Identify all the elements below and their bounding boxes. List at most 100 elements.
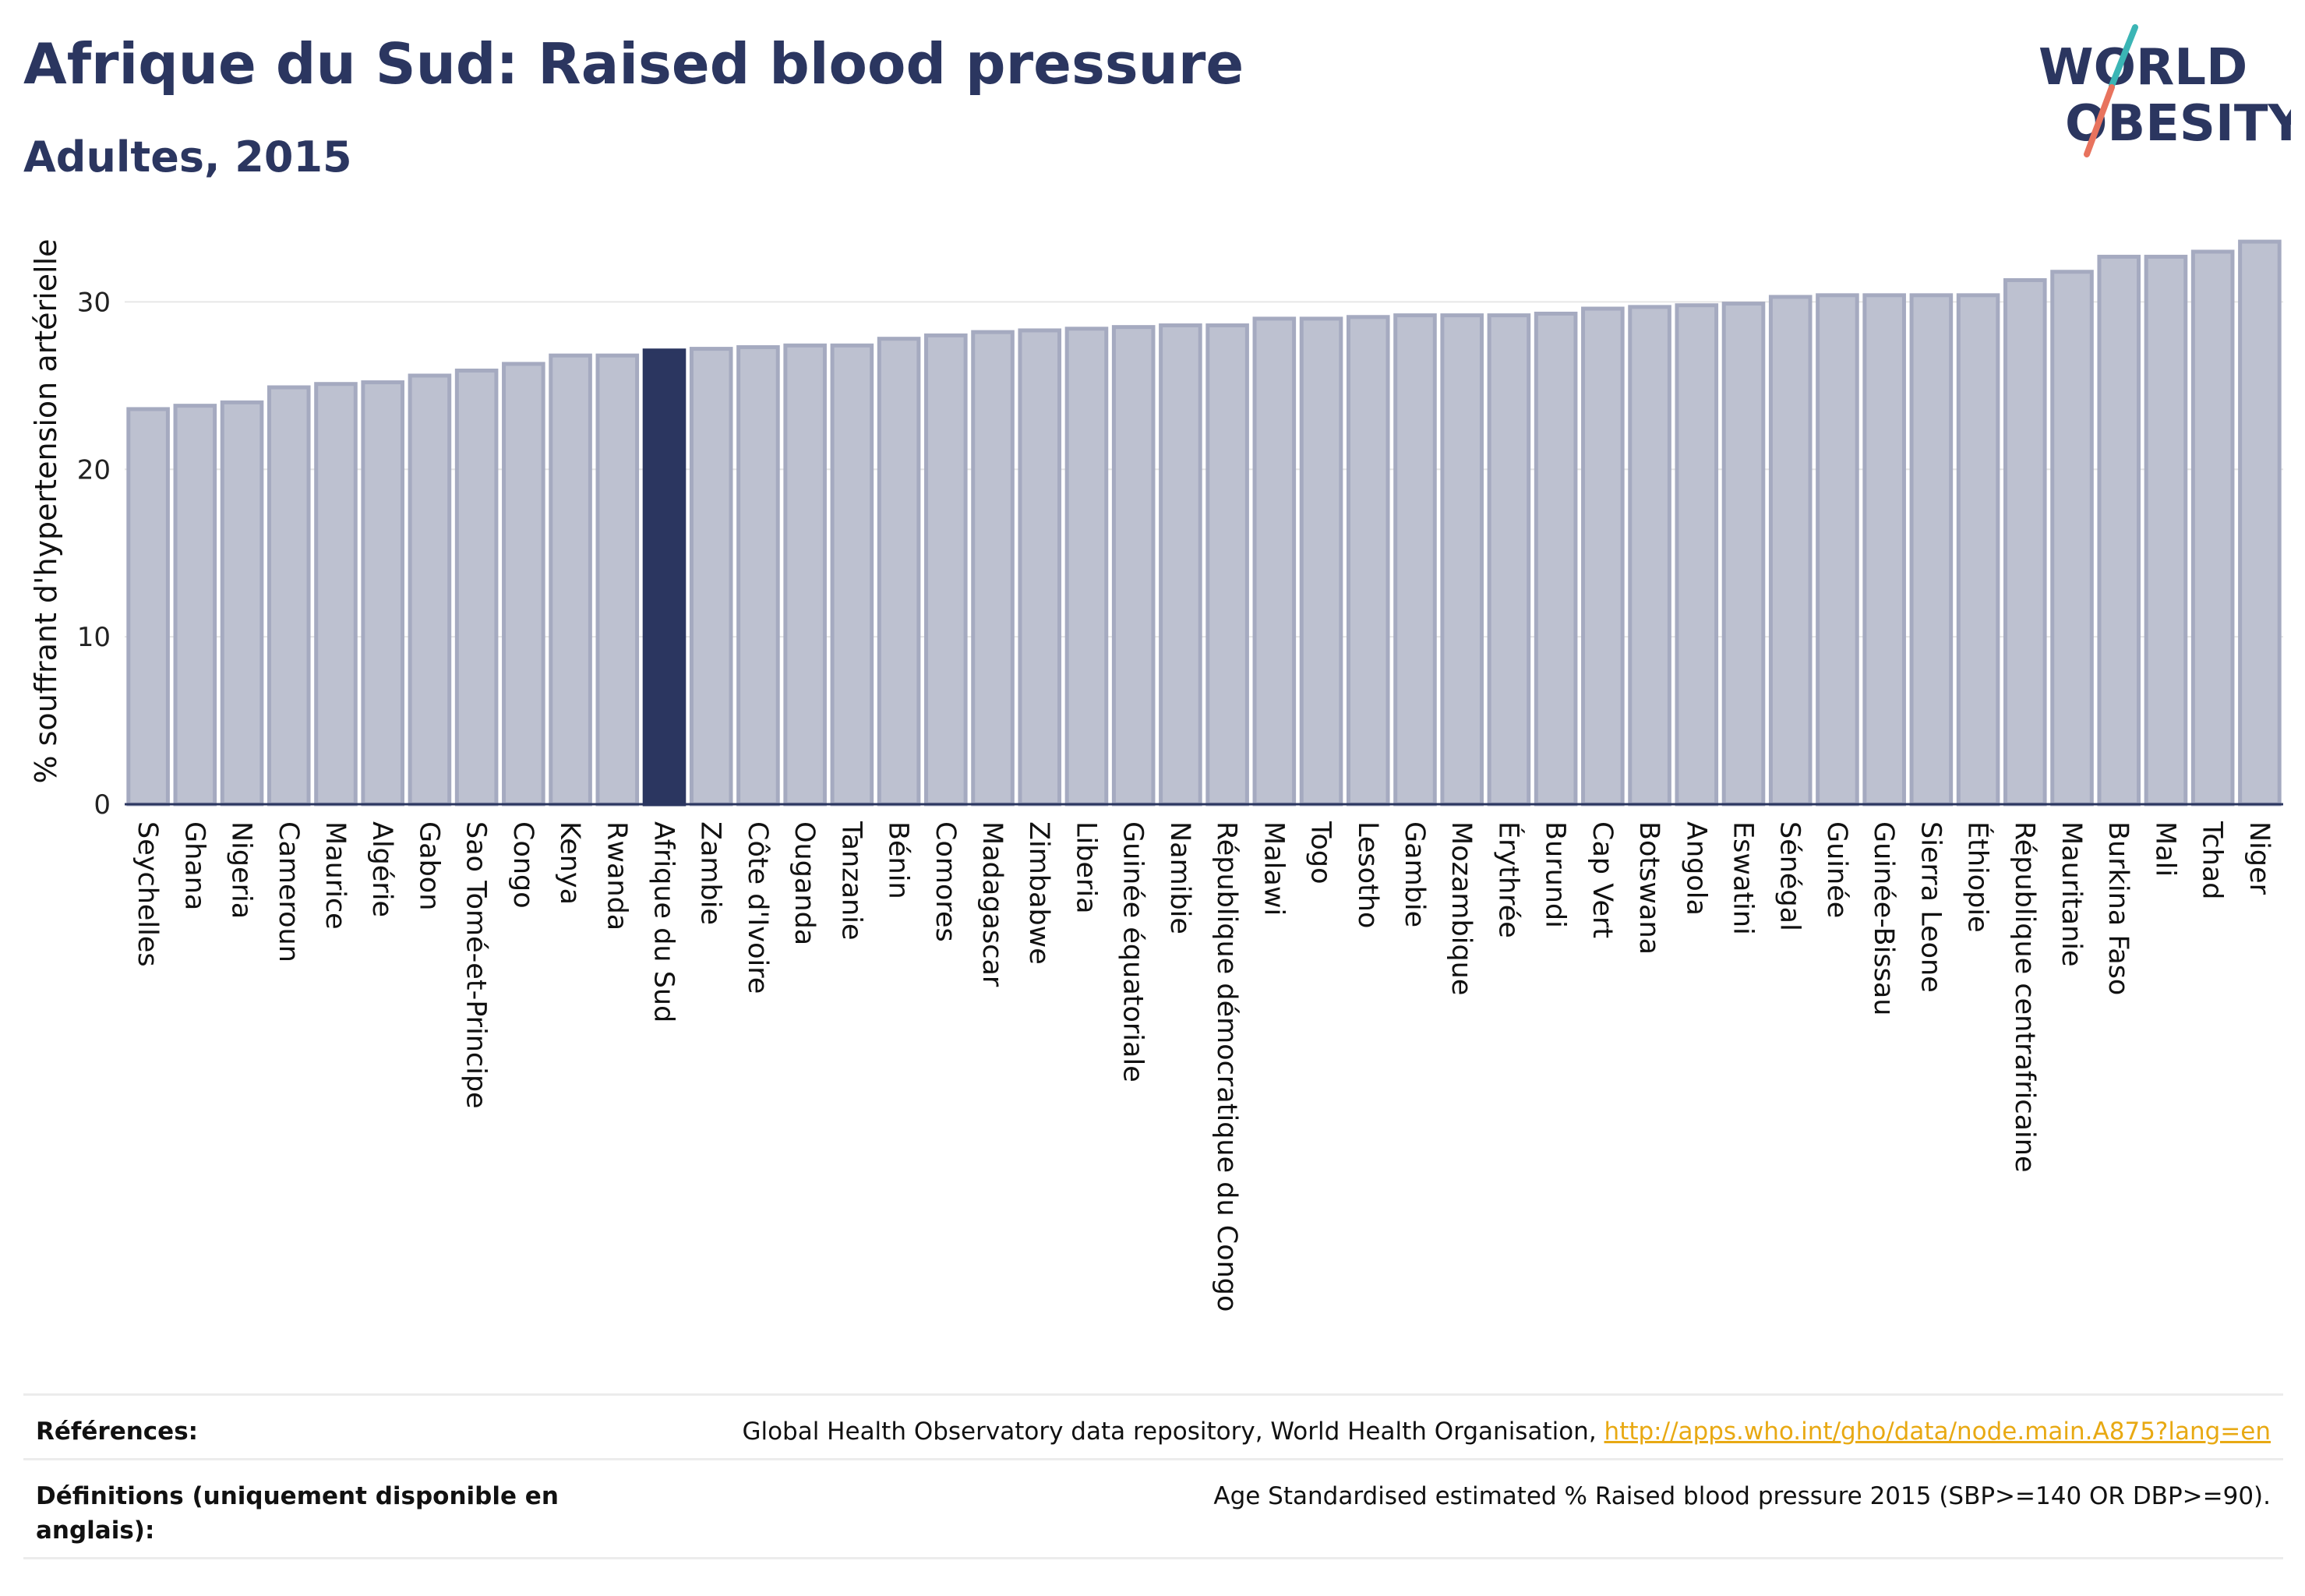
bar-alg-rie <box>361 380 404 807</box>
bar-liberia <box>1064 327 1109 807</box>
x-tick-label: Malawi <box>1258 821 1289 916</box>
tick-labels: 0 10 20 30 Seychelles Ghana Nigeria Cameroun Mau… <box>29 238 2275 1312</box>
bar-angola <box>1675 303 1719 807</box>
references-label: Références: <box>36 1418 199 1446</box>
x-tick-label: Angola <box>1680 821 1711 916</box>
x-tick-label: Côte d'Ivoire <box>742 821 773 994</box>
page-title: Afrique du Sud: Raised blood pressure <box>23 31 1244 97</box>
x-tick-label: Mauritanie <box>2056 821 2087 967</box>
x-tick-label: Zambie <box>695 821 726 925</box>
definitions-label: Définitions (uniquement disponible en an… <box>36 1482 559 1545</box>
y-tick-label: 0 <box>94 789 111 821</box>
x-tick-label: Ghana <box>178 821 210 910</box>
x-tick-label: Guinée <box>1821 821 1852 918</box>
bar-guin-e-bissau <box>1862 293 1906 807</box>
bar-niger <box>2238 239 2282 807</box>
bar-kenya <box>549 353 592 807</box>
x-tick-label: Burkina Faso <box>2102 821 2134 995</box>
bar-zambie <box>689 347 733 807</box>
bar-r-publique-d-mocratique-du-congo <box>1205 323 1249 807</box>
x-tick-label: Zimbabwe <box>1023 821 1054 965</box>
bar-mozambique <box>1440 313 1484 807</box>
bar-b-nin <box>877 337 921 807</box>
bar-maurice <box>314 382 358 807</box>
page-subtitle: Adultes, 2015 <box>23 132 352 182</box>
x-tick-label: Sao Tomé-et-Principe <box>461 821 492 1109</box>
bar-guin-e-quatoriale <box>1111 325 1156 807</box>
bar-congo <box>502 362 545 807</box>
bar-nigeria <box>220 400 264 807</box>
references-value: Global Health Observatory data repositor… <box>742 1414 2271 1449</box>
y-tick-label: 30 <box>77 287 111 318</box>
y-axis-label: % souffrant d'hypertension artérielle <box>29 238 63 783</box>
x-tick-label: Eswatini <box>1728 821 1759 935</box>
bar-ouganda <box>783 343 827 807</box>
bar-ghana <box>173 404 217 807</box>
x-tick-label: République démocratique du Congo <box>1211 821 1242 1312</box>
bar--thiopie <box>1956 293 2000 807</box>
bar-burkina-faso <box>2097 254 2141 807</box>
bar-mali <box>2144 254 2188 807</box>
references-row: Références: Global Health Observatory da… <box>23 1393 2283 1458</box>
x-tick-label: République centrafricaine <box>2009 821 2040 1173</box>
x-tick-label: Bénin <box>883 821 914 899</box>
bar-cap-vert <box>1581 306 1625 807</box>
y-tick-label: 20 <box>77 454 111 486</box>
x-tick-label: Rwanda <box>601 821 632 930</box>
x-tick-label: Botswana <box>1633 821 1664 955</box>
bar-tanzanie <box>830 343 874 807</box>
x-tick-label: Mali <box>2149 821 2180 877</box>
x-tick-label: Éthiopie <box>1962 821 1995 933</box>
x-tick-label: Togo <box>1305 821 1336 884</box>
x-tick-label: Sierra Leone <box>1915 821 1946 993</box>
x-tick-label: Comores <box>930 821 961 942</box>
footer-table: Références: Global Health Observatory da… <box>23 1393 2283 1559</box>
bar-r-publique-centrafricaine <box>2003 277 2047 807</box>
bar-afrique-du-sud <box>642 348 687 807</box>
references-text: Global Health Observatory data repositor… <box>742 1418 1597 1446</box>
bar-tchad <box>2190 249 2235 807</box>
bar-gambie <box>1393 313 1437 807</box>
x-tick-label: Gabon <box>413 821 444 910</box>
bar-seychelles <box>126 407 170 807</box>
x-tick-label: Congo <box>507 821 538 909</box>
bar-togo <box>1299 316 1343 807</box>
x-tick-label: Tchad <box>2197 821 2228 900</box>
x-tick-label: Kenya <box>554 821 585 905</box>
x-tick-label: Nigeria <box>226 821 257 919</box>
definitions-text: Age Standardised estimated % Raised bloo… <box>1213 1482 2271 1510</box>
bar-mauritanie <box>2050 270 2094 807</box>
bar-c-te-d-ivoire <box>736 344 780 807</box>
bar-cameroun <box>267 385 311 807</box>
x-tick-label: Burundi <box>1540 821 1571 928</box>
x-tick-label: Sénégal <box>1774 821 1806 931</box>
x-tick-label: Seychelles <box>132 821 163 967</box>
bar-sao-tom-et-principe <box>454 369 499 807</box>
bar-eswatini <box>1721 302 1766 807</box>
bar-namibie <box>1159 323 1202 807</box>
x-tick-label: Namibie <box>1164 821 1195 934</box>
bars <box>126 239 2282 807</box>
logo-slash-coral <box>2084 84 2115 157</box>
x-tick-label: Gambie <box>1399 821 1430 927</box>
bar-burundi <box>1534 311 1578 807</box>
bar-s-n-gal <box>1768 295 1813 807</box>
x-tick-label: Liberia <box>1070 821 1101 914</box>
references-link[interactable]: http://apps.who.int/gho/data/node.main.A… <box>1604 1418 2271 1446</box>
x-tick-label: Guinée-Bissau <box>1868 821 1899 1016</box>
bar-sierra-leone <box>1909 293 1954 807</box>
bar-zimbabwe <box>1018 328 1062 807</box>
y-tick-label: 10 <box>77 622 111 653</box>
bar-lesotho <box>1346 315 1390 807</box>
bar-comores <box>924 333 968 807</box>
logo-slash-teal <box>2109 24 2138 89</box>
x-tick-label: Maurice <box>319 821 351 930</box>
definitions-row: Définitions (uniquement disponible en an… <box>23 1458 2283 1559</box>
world-obesity-logo: WORLD OBESITY <box>2038 24 2291 157</box>
x-tick-label: Cap Vert <box>1587 821 1618 938</box>
x-tick-label: Afrique du Sud <box>648 821 679 1022</box>
x-tick-label: Algérie <box>366 821 397 917</box>
bar-botswana <box>1628 305 1671 807</box>
x-tick-label: Mozambique <box>1445 821 1477 995</box>
x-tick-label: Guinée équatoriale <box>1117 821 1149 1082</box>
